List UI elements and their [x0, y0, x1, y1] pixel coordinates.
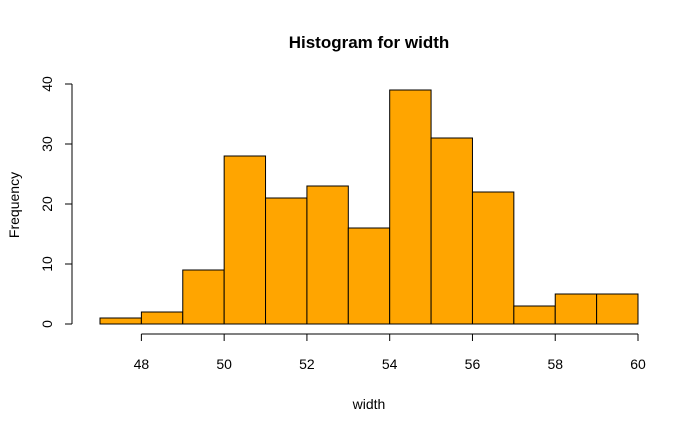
histogram-bar [306, 185, 349, 325]
histogram-bar [554, 293, 598, 325]
bars-group [99, 89, 639, 325]
y-tick-label: 40 [39, 76, 55, 92]
histogram-bar [140, 311, 184, 325]
x-tick-label: 48 [134, 356, 150, 372]
y-tick-label: 20 [39, 196, 55, 212]
x-axis: 48 50 52 54 56 58 60 [134, 333, 646, 372]
y-axis: 0 10 20 30 40 [39, 76, 73, 328]
histogram-bar [430, 137, 473, 325]
histogram-bar [513, 305, 556, 325]
histogram-bar [265, 197, 308, 325]
y-axis-label: Frequency [6, 172, 22, 238]
chart-title: Histogram for width [289, 33, 450, 52]
x-axis-label: width [352, 396, 386, 412]
y-tick-label: 10 [39, 256, 55, 272]
histogram-bar [471, 191, 515, 325]
x-tick-label: 58 [547, 356, 563, 372]
histogram-bar [389, 89, 432, 325]
x-tick-label: 52 [299, 356, 315, 372]
x-tick-label: 50 [216, 356, 232, 372]
y-tick-label: 30 [39, 136, 55, 152]
histogram-bar [223, 155, 267, 325]
x-tick-label: 56 [465, 356, 481, 372]
histogram-bar [347, 227, 391, 325]
histogram-bar [99, 317, 142, 325]
x-tick-label: 60 [630, 356, 646, 372]
y-tick-label: 0 [39, 320, 55, 328]
x-tick-label: 54 [382, 356, 398, 372]
histogram-bar [182, 269, 225, 325]
histogram-bar [596, 293, 639, 325]
